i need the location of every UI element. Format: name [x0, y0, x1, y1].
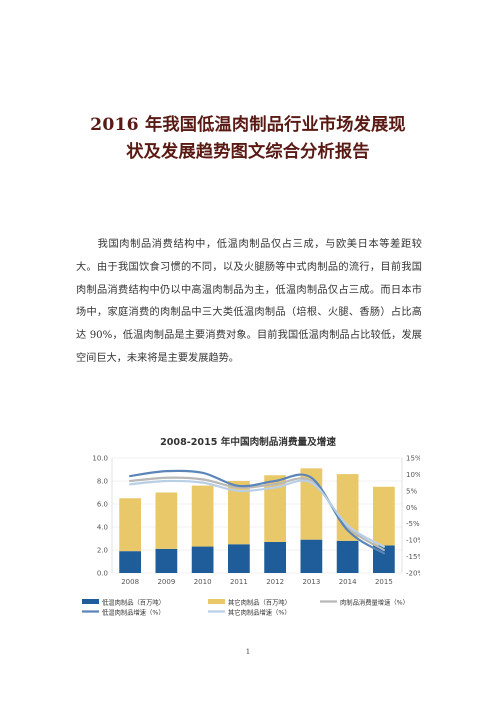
- bar-other-2009: [155, 492, 178, 549]
- bar-low-temp-2010: [191, 546, 214, 573]
- line-low-temp-growth: [129, 469, 385, 555]
- right-tick-label: -5%: [406, 520, 420, 528]
- right-tick-label: -15%: [406, 553, 420, 561]
- legend-item: 其它肉制品（百万吨）: [208, 598, 291, 607]
- legend-swatch: [82, 599, 99, 604]
- right-axis-ticks: 15% 10% 5% 0% -5% -10% -15% -20%: [406, 455, 420, 578]
- legend-label: 肉制品消费量增速（%）: [340, 598, 409, 607]
- x-tick-label: 2014: [339, 578, 357, 586]
- x-tick-label: 2009: [157, 578, 175, 586]
- x-axis-ticks: 2008 2009 2010 2011 2012 2013 2014 2015: [121, 578, 393, 586]
- left-axis-ticks: 0.0 2.0 4.0 6.0 8.0 10.0: [92, 455, 108, 578]
- line-other-growth: [129, 479, 385, 548]
- document-title: 2016 年我国低温肉制品行业市场发展现 状及发展趋势图文综合分析报告: [60, 112, 436, 166]
- consumption-chart: 0.0 2.0 4.0 6.0 8.0 10.0 15% 10% 5% 0% -5% -10% -15…: [82, 455, 420, 617]
- legend-swatch: [208, 599, 225, 604]
- legend-label: 其它肉制品（百万吨）: [228, 598, 291, 607]
- bar-other-2010: [191, 485, 214, 547]
- chart-title: 2008-2015 年中国肉制品消费量及增速: [160, 437, 336, 448]
- x-tick-label: 2015: [375, 578, 393, 586]
- bar-other-2015: [373, 486, 395, 546]
- bar-low-temp-2015: [373, 545, 395, 573]
- legend-label: 其它肉制品增速（%）: [228, 608, 291, 617]
- body-paragraph-text: 我国肉制品消费结构中，低温肉制品仅占三成，与欧美日本等差距较大。由于我国饮食习惯…: [76, 239, 422, 364]
- x-tick-label: 2012: [266, 578, 284, 586]
- right-tick-label: 15%: [406, 455, 420, 463]
- bar-low-temp-2008: [119, 551, 141, 573]
- bar-low-temp-2014: [336, 540, 359, 573]
- right-tick-label: 0%: [406, 504, 417, 512]
- left-tick-label: 0.0: [97, 570, 108, 578]
- legend-item: 低温肉制品（百万吨）: [82, 598, 165, 607]
- left-tick-label: 6.0: [97, 501, 108, 509]
- chart-legend: 低温肉制品（百万吨） 其它肉制品（百万吨） 肉制品消费量增速（%） 低温肉制品增速（%…: [82, 598, 409, 617]
- x-tick-label: 2010: [194, 578, 212, 586]
- legend-item: 肉制品消费量增速（%）: [320, 598, 409, 607]
- document-title-line-2: 状及发展趋势图文综合分析报告: [126, 142, 370, 162]
- legend-label: 低温肉制品（百万吨）: [102, 598, 165, 607]
- right-tick-label: 5%: [406, 487, 417, 495]
- bar-low-temp-2012: [264, 541, 286, 573]
- chart-lines: [129, 469, 385, 555]
- x-tick-label: 2011: [230, 578, 248, 586]
- bar-low-temp-2013: [300, 539, 323, 573]
- right-tick-label: -20%: [406, 570, 420, 578]
- left-tick-label: 2.0: [97, 547, 108, 555]
- legend-item: 低温肉制品增速（%）: [82, 608, 165, 617]
- bar-other-2011: [228, 481, 250, 545]
- bar-other-2012: [264, 475, 286, 542]
- right-tick-label: -10%: [406, 537, 420, 545]
- bar-other-2008: [119, 498, 141, 552]
- legend-item: 其它肉制品增速（%）: [208, 608, 291, 617]
- left-tick-label: 4.0: [97, 524, 108, 532]
- x-tick-label: 2008: [121, 578, 139, 586]
- right-tick-label: 10%: [406, 471, 420, 479]
- chart-bars: [119, 468, 395, 573]
- bar-low-temp-2011: [228, 544, 250, 573]
- legend-label: 低温肉制品增速（%）: [102, 608, 165, 617]
- page-number: 1: [245, 648, 251, 656]
- document-title-line-1: 2016 年我国低温肉制品行业市场发展现: [90, 115, 406, 135]
- left-tick-label: 10.0: [92, 455, 108, 463]
- x-tick-label: 2013: [302, 578, 320, 586]
- body-paragraph: 我国肉制品消费结构中，低温肉制品仅占三成，与欧美日本等差距较大。由于我国饮食习惯…: [76, 234, 422, 371]
- left-tick-label: 8.0: [97, 478, 108, 486]
- bar-low-temp-2009: [155, 548, 178, 573]
